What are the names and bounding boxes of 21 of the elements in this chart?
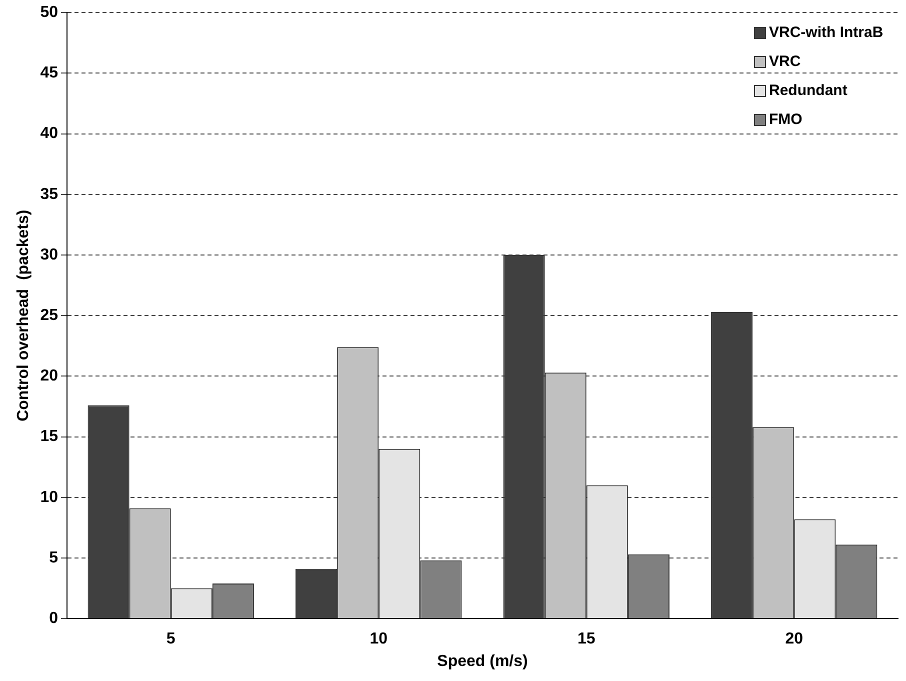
legend-label: VRC-with IntraB xyxy=(769,24,884,41)
y-tick-label: 15 xyxy=(40,428,58,446)
x-tick-label: 10 xyxy=(370,630,388,648)
legend-label: VRC xyxy=(769,52,801,70)
legend-label: FMO xyxy=(769,110,802,128)
y-tick-label: 5 xyxy=(49,549,58,566)
x-tick-label: 15 xyxy=(577,630,596,648)
x-axis-title: Speed (m/s) xyxy=(437,652,528,670)
y-tick-label: 30 xyxy=(40,246,58,264)
legend-label: Redundant xyxy=(769,82,848,99)
y-tick-label: 40 xyxy=(40,125,58,142)
y-tick-label: 45 xyxy=(40,64,58,82)
y-tick-label: 10 xyxy=(40,488,58,506)
x-tick-label: 20 xyxy=(785,630,804,648)
x-tick-label: 5 xyxy=(166,630,176,648)
y-tick-label: 20 xyxy=(40,368,58,385)
y-tick-label: 35 xyxy=(40,186,58,203)
y-tick-label: 0 xyxy=(49,610,58,628)
y-tick-label: 25 xyxy=(40,307,58,324)
y-axis-title: Control overhead (packets) xyxy=(15,210,32,422)
y-tick-label: 50 xyxy=(40,4,58,22)
